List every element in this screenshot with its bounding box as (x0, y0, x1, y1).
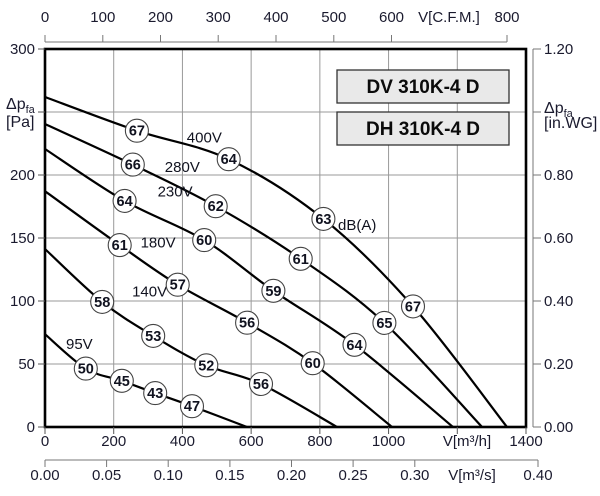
svg-text:400: 400 (263, 9, 288, 26)
svg-text:1400: 1400 (509, 433, 542, 450)
svg-text:200: 200 (10, 167, 35, 184)
svg-text:150: 150 (10, 230, 35, 247)
svg-text:61: 61 (112, 238, 128, 254)
svg-text:50: 50 (18, 356, 35, 373)
svg-text:67: 67 (405, 299, 421, 315)
svg-text:52: 52 (198, 358, 214, 374)
svg-text:0.10: 0.10 (154, 467, 183, 484)
svg-text:V[m³/s]: V[m³/s] (448, 467, 496, 484)
svg-text:800: 800 (494, 9, 519, 26)
svg-text:200: 200 (148, 9, 173, 26)
svg-text:0.15: 0.15 (215, 467, 244, 484)
svg-text:60: 60 (305, 356, 321, 372)
svg-text:56: 56 (253, 377, 269, 393)
svg-text:280V: 280V (165, 159, 200, 176)
svg-text:63: 63 (315, 212, 331, 228)
svg-text:0.00: 0.00 (544, 419, 573, 436)
svg-text:0.40: 0.40 (544, 293, 573, 310)
svg-text:1.20: 1.20 (544, 41, 573, 58)
svg-text:0.20: 0.20 (544, 356, 573, 373)
svg-text:45: 45 (114, 374, 130, 390)
svg-text:400V: 400V (187, 130, 222, 147)
svg-text:0.25: 0.25 (338, 467, 367, 484)
svg-text:0.40: 0.40 (523, 467, 552, 484)
svg-text:400: 400 (170, 433, 195, 450)
svg-text:100: 100 (10, 293, 35, 310)
svg-text:dB(A): dB(A) (338, 217, 376, 234)
svg-text:300: 300 (10, 41, 35, 58)
svg-text:0: 0 (41, 433, 49, 450)
svg-text:DH 310K-4 D: DH 310K-4 D (366, 119, 480, 140)
svg-text:61: 61 (293, 252, 309, 268)
svg-text:47: 47 (184, 399, 200, 415)
svg-text:0.60: 0.60 (544, 230, 573, 247)
svg-text:[in.WG]: [in.WG] (544, 115, 597, 132)
svg-text:1000: 1000 (372, 433, 405, 450)
svg-text:500: 500 (321, 9, 346, 26)
svg-text:65: 65 (376, 316, 392, 332)
svg-text:0.20: 0.20 (277, 467, 306, 484)
svg-text:66: 66 (125, 158, 141, 174)
svg-text:56: 56 (239, 316, 255, 332)
svg-text:600: 600 (379, 9, 404, 26)
svg-text:67: 67 (129, 124, 145, 140)
svg-text:59: 59 (265, 284, 281, 300)
svg-text:64: 64 (117, 194, 133, 210)
svg-text:V[C.F.M.]: V[C.F.M.] (418, 9, 480, 26)
svg-text:0.05: 0.05 (92, 467, 121, 484)
svg-text:230V: 230V (158, 184, 193, 201)
svg-text:62: 62 (208, 199, 224, 215)
svg-text:0: 0 (27, 419, 35, 436)
svg-text:58: 58 (94, 295, 110, 311)
svg-text:43: 43 (147, 386, 163, 402)
svg-text:180V: 180V (141, 235, 176, 252)
svg-text:60: 60 (196, 233, 212, 249)
svg-text:50: 50 (78, 362, 94, 378)
svg-text:57: 57 (170, 278, 186, 294)
svg-text:0.30: 0.30 (400, 467, 429, 484)
svg-text:0.00: 0.00 (30, 467, 59, 484)
svg-text:0: 0 (41, 9, 49, 26)
svg-text:V[m³/h]: V[m³/h] (443, 433, 491, 450)
svg-text:95V: 95V (66, 336, 93, 353)
svg-text:100: 100 (90, 9, 115, 26)
svg-text:0.80: 0.80 (544, 167, 573, 184)
svg-text:300: 300 (206, 9, 231, 26)
svg-text:[Pa]: [Pa] (6, 114, 34, 131)
svg-text:200: 200 (101, 433, 126, 450)
svg-text:53: 53 (145, 329, 161, 345)
svg-text:64: 64 (221, 152, 237, 168)
svg-text:140V: 140V (132, 284, 167, 301)
svg-text:64: 64 (346, 338, 362, 354)
svg-text:DV 310K-4 D: DV 310K-4 D (367, 77, 480, 98)
svg-text:800: 800 (307, 433, 332, 450)
svg-text:600: 600 (239, 433, 264, 450)
